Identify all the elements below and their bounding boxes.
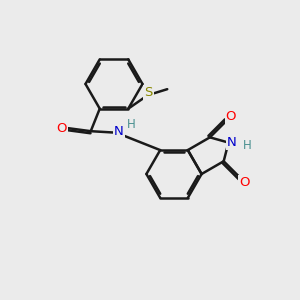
Text: O: O	[56, 122, 67, 135]
Text: H: H	[243, 139, 251, 152]
Text: O: O	[239, 176, 250, 189]
Text: S: S	[144, 86, 152, 99]
Text: O: O	[226, 110, 236, 123]
Text: H: H	[127, 118, 136, 131]
Text: N: N	[227, 136, 237, 149]
Text: N: N	[114, 125, 124, 138]
